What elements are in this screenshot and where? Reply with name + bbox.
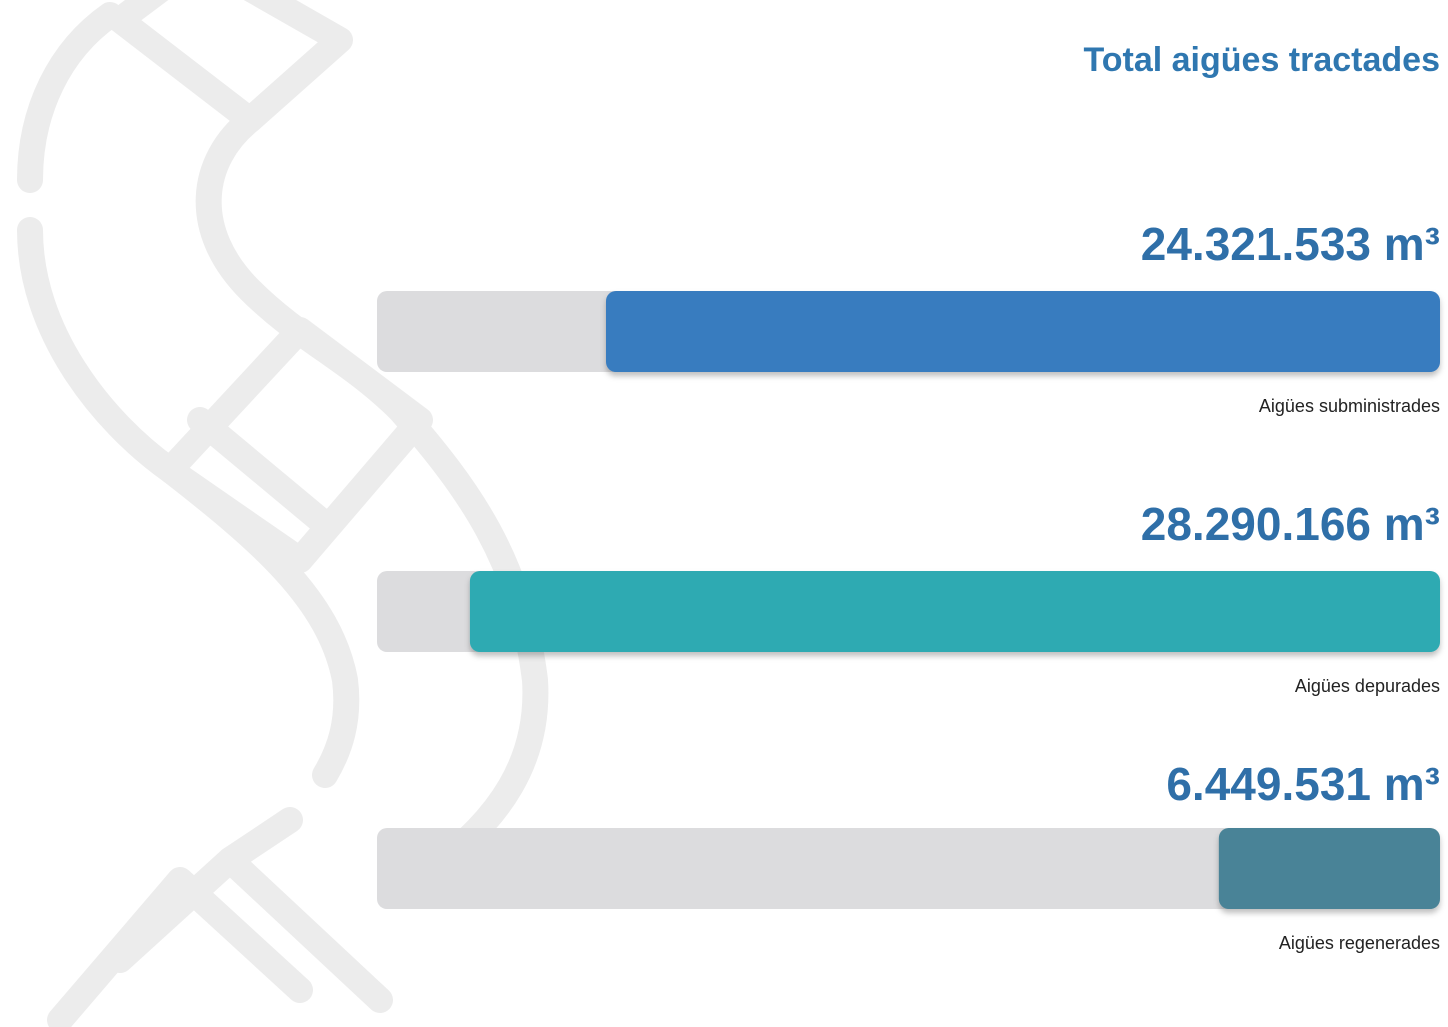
bar [469,571,1440,652]
category-label: Aigües subministrades [1259,396,1440,416]
value-label: 6.449.531 m³ [1166,758,1440,810]
bar [606,291,1440,372]
value-label: 24.321.533 m³ [1141,218,1440,270]
bar-track [377,828,1440,909]
value-label: 28.290.166 m³ [1141,498,1440,550]
category-label: Aigües regenerades [1279,933,1440,953]
bar [1218,828,1440,909]
category-label: Aigües depurades [1295,676,1440,696]
background-pipe [17,0,549,1027]
chart-title: Total aigües tractades [1084,41,1441,79]
